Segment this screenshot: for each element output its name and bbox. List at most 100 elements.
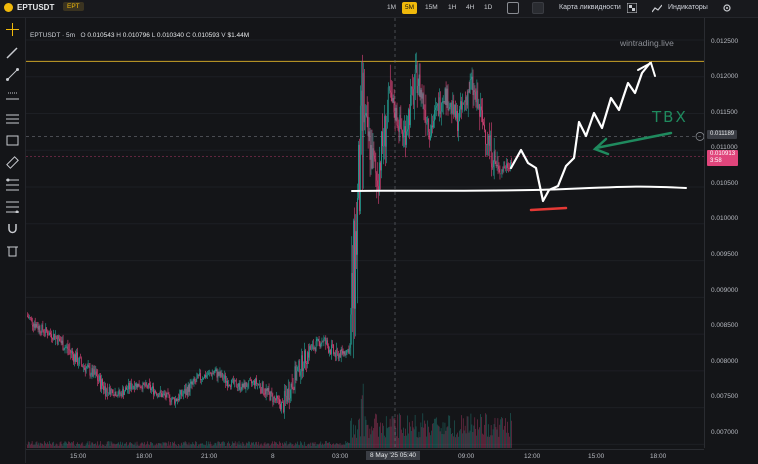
candle-body xyxy=(172,397,173,400)
volume-bar xyxy=(468,432,470,448)
candle-body xyxy=(149,383,150,385)
candle-body xyxy=(98,380,99,382)
indicators-button[interactable]: Индикаторы xyxy=(668,2,708,14)
volume-bar xyxy=(111,442,113,448)
time-axis[interactable]: 15:00 18:00 21:00 8 03:00 09:00 12:00 15… xyxy=(26,449,704,464)
candle-body xyxy=(472,76,474,95)
volume-bar xyxy=(137,445,139,448)
price-chart[interactable] xyxy=(26,18,704,448)
candle-body xyxy=(146,383,147,386)
candle-body xyxy=(165,395,167,398)
candle-body xyxy=(408,109,409,130)
candle-body xyxy=(465,97,467,102)
volume-bar xyxy=(297,441,299,448)
candle-body xyxy=(249,379,250,381)
volume-bar xyxy=(259,444,261,448)
ruler-tool-icon[interactable] xyxy=(6,156,19,169)
chart-type-button[interactable] xyxy=(507,2,519,14)
volume-bar xyxy=(286,445,288,448)
candle-body xyxy=(239,383,241,390)
volume-bar xyxy=(112,444,114,448)
liquidity-map-button[interactable]: Карта ликвидности xyxy=(559,2,621,14)
candle-body xyxy=(257,383,259,385)
volume-bar xyxy=(277,443,278,448)
volume-bar xyxy=(489,435,491,448)
y-tick: 0.010000 xyxy=(711,215,739,222)
volume-bar xyxy=(165,442,167,448)
pencil-tool-icon[interactable] xyxy=(6,46,19,59)
candle-body xyxy=(496,165,498,167)
candle-body xyxy=(256,383,258,385)
volume-bar xyxy=(449,415,451,448)
volume-bar xyxy=(312,442,314,448)
timeframe-1m[interactable]: 1M xyxy=(387,4,397,11)
trendline-tool-icon[interactable] xyxy=(6,68,19,81)
timeframe-5m[interactable]: 5M xyxy=(402,2,418,14)
timeframe-1d[interactable]: 1D xyxy=(484,4,493,11)
timeframe-1h[interactable]: 1H xyxy=(448,4,457,11)
volume-bar xyxy=(256,441,257,448)
price-level-tool-icon[interactable] xyxy=(6,90,19,103)
long-position-tool-icon[interactable] xyxy=(6,178,19,191)
volume-bar xyxy=(71,442,72,448)
price-axis[interactable]: 0.012500 0.012000 0.011500 0.011000 0.01… xyxy=(704,18,758,448)
volume-bar xyxy=(30,443,32,448)
volume-bar xyxy=(252,442,253,448)
volume-bar xyxy=(334,444,336,448)
candle-body xyxy=(33,323,35,327)
volume-bar xyxy=(509,436,510,448)
volume-bar xyxy=(428,426,429,448)
magnet-tool-icon[interactable] xyxy=(6,222,19,235)
candle-body xyxy=(506,163,507,169)
volume-bar xyxy=(274,441,275,448)
volume-bar xyxy=(300,441,301,448)
volume-bar xyxy=(182,442,184,448)
volume-bar xyxy=(351,418,352,448)
volume-bar xyxy=(506,432,507,448)
volume-bar xyxy=(46,444,47,448)
candle-body xyxy=(157,393,159,397)
layout-button[interactable] xyxy=(532,2,544,14)
volume-bar xyxy=(390,426,392,448)
parallel-channel-tool-icon[interactable] xyxy=(6,112,19,125)
candle-body xyxy=(194,378,196,382)
volume-bar xyxy=(451,434,452,448)
candle-body xyxy=(253,380,254,382)
volume-bar xyxy=(373,428,375,448)
timeframe-4h[interactable]: 4H xyxy=(466,4,475,11)
candle-body xyxy=(90,374,92,376)
volume-bar xyxy=(479,427,480,448)
volume-bar xyxy=(122,442,123,448)
candle-body xyxy=(366,113,368,117)
volume-bar xyxy=(356,437,357,448)
rectangle-tool-icon[interactable] xyxy=(6,134,19,147)
volume-bar xyxy=(361,395,363,448)
candle-body xyxy=(301,355,302,372)
volume-bar xyxy=(321,444,323,448)
trash-icon[interactable] xyxy=(6,244,19,257)
candle-body xyxy=(158,394,160,397)
candle-body xyxy=(476,90,477,103)
coin-logo-icon xyxy=(4,3,13,12)
volume-bar xyxy=(276,442,277,448)
crosshair-tool-icon[interactable] xyxy=(6,23,19,36)
candle-body xyxy=(74,354,75,362)
short-position-tool-icon[interactable] xyxy=(6,200,19,214)
timeframe-15m[interactable]: 15M xyxy=(425,4,438,11)
symbol-name[interactable]: EPTUSDT xyxy=(17,3,55,12)
volume-bar xyxy=(379,426,380,448)
annotation-tbx: TBX xyxy=(652,108,688,126)
candle-body xyxy=(389,86,391,91)
volume-bar xyxy=(327,442,328,448)
volume-bar xyxy=(119,444,120,448)
settings-gear-icon[interactable] xyxy=(722,3,732,13)
candle-body xyxy=(382,131,383,147)
candle-body xyxy=(316,339,318,342)
volume-bar xyxy=(109,445,111,448)
candle-body xyxy=(81,364,83,367)
candle-body xyxy=(32,324,34,327)
volume-bar xyxy=(37,444,39,448)
candle-body xyxy=(68,349,69,350)
volume-bar xyxy=(414,414,416,448)
volume-bar xyxy=(430,435,431,448)
